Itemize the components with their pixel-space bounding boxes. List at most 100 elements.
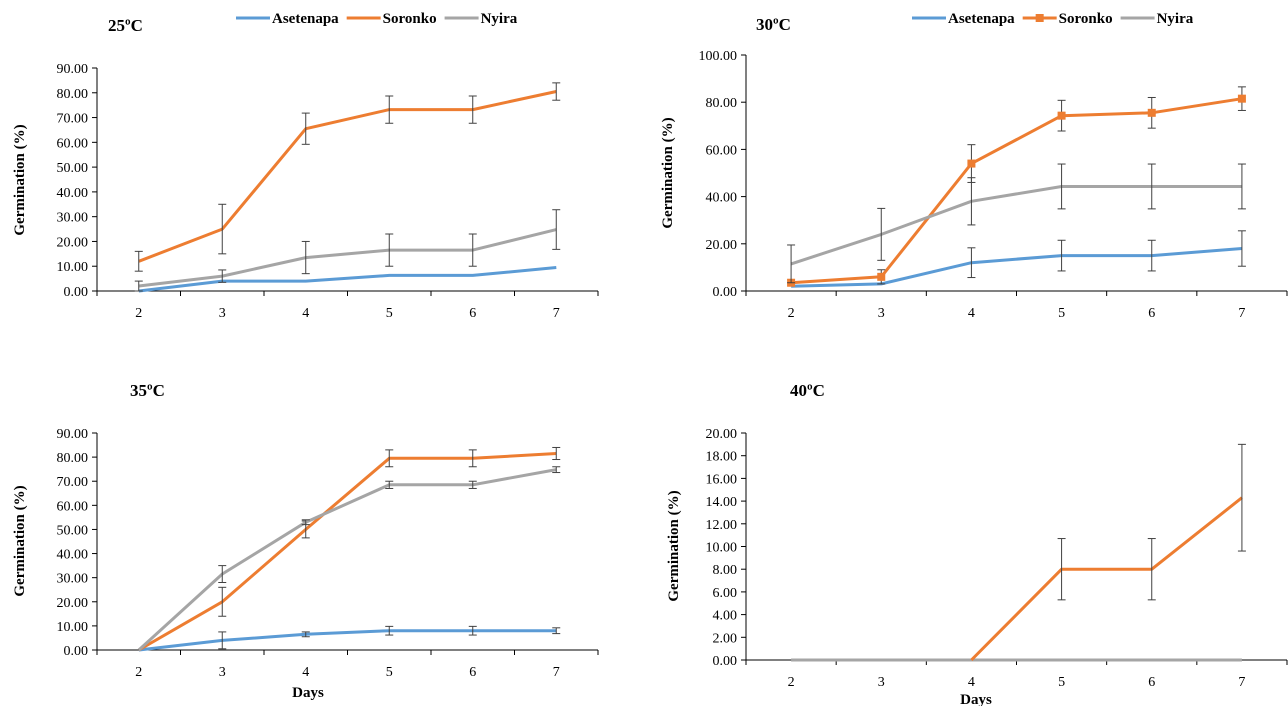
series-soronko	[138, 446, 561, 652]
y-tick-label: 18.00	[706, 450, 738, 465]
error-bar	[468, 449, 477, 468]
y-tick-label: 0.00	[713, 285, 738, 300]
data-point-marker	[967, 159, 976, 168]
error-bar	[134, 280, 143, 292]
chart-title: 35ºC	[130, 381, 165, 400]
chart-title: 40ºC	[790, 381, 825, 400]
error-bar	[385, 95, 394, 124]
series-line	[138, 228, 557, 288]
x-tick-label: 6	[469, 306, 476, 321]
x-tick-label: 7	[1238, 306, 1245, 321]
x-tick-label: 4	[968, 306, 975, 321]
legend-label: Soronko	[1059, 11, 1113, 27]
x-tick-label: 2	[135, 665, 142, 680]
x-tick-label: 7	[1238, 675, 1245, 690]
x-tick-label: 5	[1058, 675, 1065, 690]
error-bar	[468, 95, 477, 124]
y-tick-label: 10.00	[57, 260, 89, 275]
chart-panel-4: 40ºC Germination (%) Days 0.00 2.00 4.00 6.00 8…	[666, 381, 1288, 706]
legend-label: Asetenapa	[948, 11, 1015, 27]
y-tick-label: 40.00	[706, 191, 738, 206]
error-bar	[1057, 239, 1066, 272]
series-line	[138, 629, 557, 652]
x-tick-label: 3	[878, 675, 885, 690]
error-bar	[134, 250, 143, 272]
y-tick-label: 30.00	[57, 572, 89, 587]
series-line	[137, 468, 557, 652]
x-tick-label: 6	[1148, 306, 1155, 321]
error-bar	[877, 207, 886, 261]
x-tick-label: 5	[1058, 306, 1065, 321]
data-point-marker	[877, 272, 886, 281]
y-tick-label: 2.00	[713, 631, 738, 646]
error-bar	[385, 449, 394, 468]
error-bar	[468, 233, 477, 267]
y-tick-label: 0.00	[64, 285, 89, 300]
legend-label: Soronko	[383, 11, 437, 27]
y-tick-label: 60.00	[57, 136, 89, 151]
y-tick-label: 80.00	[57, 451, 89, 466]
error-bar	[552, 209, 561, 250]
x-tick-label: 5	[386, 306, 393, 321]
error-bar	[1237, 163, 1246, 210]
legend: Asetenapa Soronko Nyira	[236, 11, 518, 27]
chart-panel-3: 35ºC Germination (%) Days 0.00 10.00 20.00 30.…	[12, 381, 599, 701]
y-tick-label: 40.00	[57, 186, 89, 201]
y-tick-label: 80.00	[706, 96, 738, 111]
x-tick-label: 3	[219, 306, 226, 321]
error-bar	[1057, 538, 1066, 601]
legend-item-soronko: Soronko	[346, 11, 437, 27]
legend-label: Nyira	[1157, 11, 1194, 27]
error-bar	[552, 446, 561, 461]
error-bar	[218, 631, 227, 650]
series-asetenapa	[138, 266, 557, 293]
y-tick-label: 60.00	[706, 143, 738, 158]
y-tick-label: 50.00	[57, 523, 89, 538]
series-line	[138, 452, 557, 652]
x-tick-label: 2	[788, 306, 795, 321]
error-bar	[301, 112, 310, 145]
series-line	[790, 185, 1242, 266]
series-line	[138, 266, 557, 293]
y-tick-label: 50.00	[57, 161, 89, 176]
y-tick-label: 16.00	[706, 472, 738, 487]
chart-panel-1: 25ºC Germination (%) 0.00 10.00 20.00 30.00 40…	[12, 11, 599, 321]
legend-item-asetenapa: Asetenapa	[236, 11, 339, 27]
series-line	[138, 90, 557, 263]
x-tick-label: 2	[135, 306, 142, 321]
y-axis-label: Germination (%)	[12, 124, 28, 235]
y-tick-label: 12.00	[706, 518, 738, 533]
y-axis-label: Germination (%)	[12, 485, 28, 596]
y-tick-label: 90.00	[57, 62, 89, 77]
x-tick-label: 6	[469, 665, 476, 680]
chart-title: 25ºC	[108, 16, 143, 35]
legend-item-nyira: Nyira	[444, 11, 518, 27]
x-tick-label: 4	[302, 306, 309, 321]
error-bar	[552, 82, 561, 101]
error-bar	[787, 244, 796, 284]
error-bar	[468, 625, 477, 636]
y-tick-label: 90.00	[57, 427, 89, 442]
y-tick-label: 20.00	[57, 596, 89, 611]
x-tick-label: 4	[302, 665, 309, 680]
x-tick-label: 7	[553, 665, 560, 680]
y-tick-label: 10.00	[706, 541, 738, 556]
x-tick-label: 3	[878, 306, 885, 321]
y-tick-label: 20.00	[706, 238, 738, 253]
error-bar	[1237, 230, 1246, 267]
y-tick-label: 4.00	[713, 609, 738, 624]
error-bar	[967, 247, 976, 279]
y-tick-label: 0.00	[713, 654, 738, 669]
y-tick-label: 6.00	[713, 586, 738, 601]
y-tick-label: 0.00	[64, 644, 89, 659]
legend-label: Nyira	[481, 11, 518, 27]
legend-item-soronko: Soronko	[1022, 11, 1113, 27]
error-bar	[468, 480, 477, 489]
error-bar	[218, 586, 227, 617]
error-bar	[1147, 239, 1156, 272]
y-axis-label: Germination (%)	[666, 490, 682, 601]
error-bar	[218, 269, 227, 283]
error-bar	[218, 565, 227, 583]
legend-item-asetenapa: Asetenapa	[912, 11, 1015, 27]
